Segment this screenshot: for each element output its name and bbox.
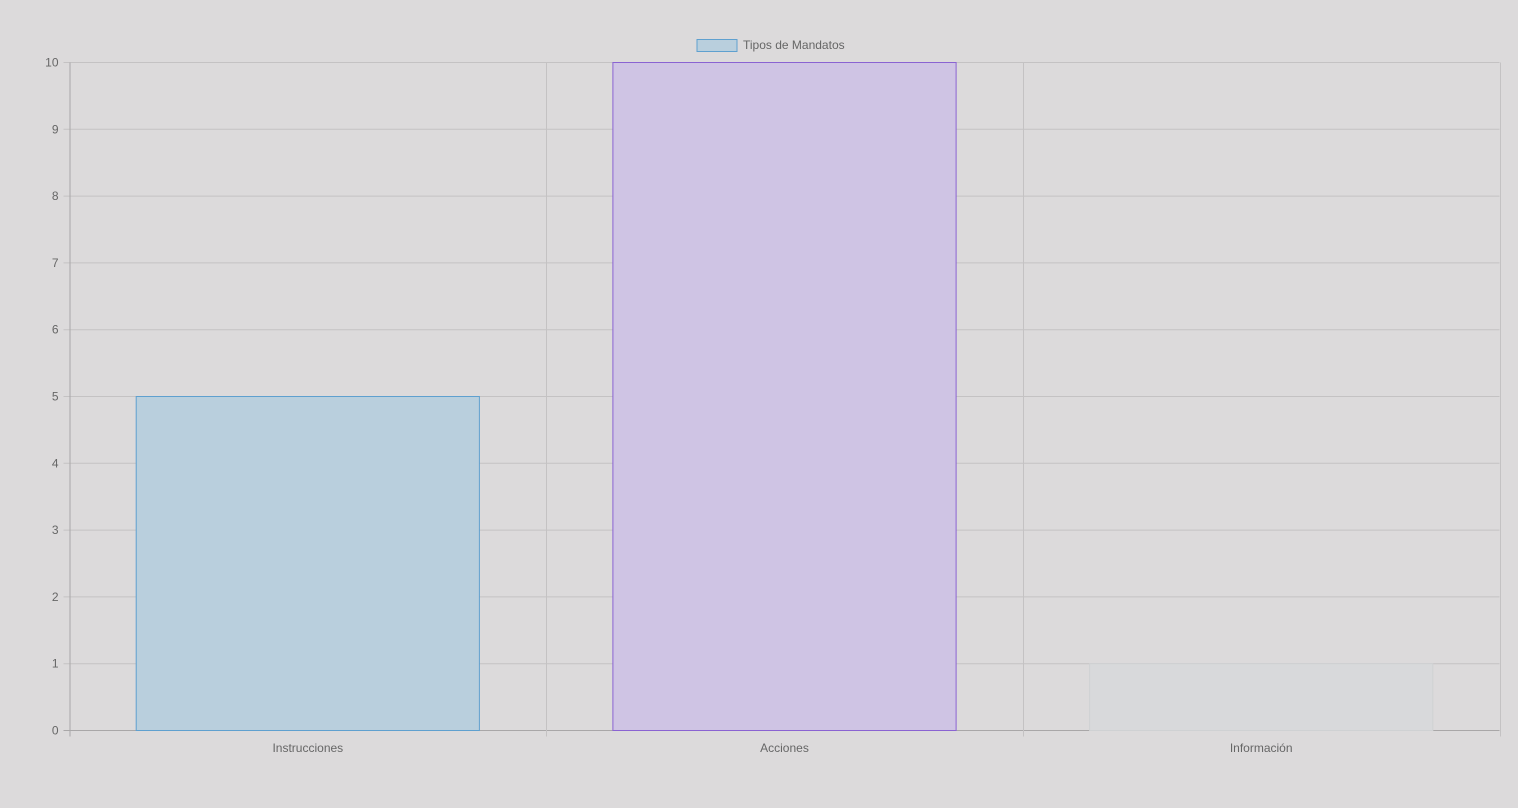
- y-tick-label: 1: [52, 657, 59, 671]
- x-tick-label: Acciones: [760, 741, 809, 755]
- y-tick-label: 3: [52, 523, 59, 537]
- legend-label: Tipos de Mandatos: [743, 38, 845, 52]
- x-axis-tick-labels: Instrucciones Acciones Información: [272, 741, 1292, 755]
- bar-instrucciones[interactable]: [135, 396, 480, 731]
- y-tick-label: 4: [52, 456, 59, 470]
- y-tick-label: 9: [52, 122, 59, 136]
- y-tick-label: 8: [52, 189, 59, 203]
- legend-swatch: [696, 39, 738, 52]
- bars: [135, 62, 1434, 732]
- y-tick-label: 0: [52, 724, 59, 738]
- x-tick-label: Información: [1230, 741, 1293, 755]
- y-tick-label: 10: [45, 56, 59, 70]
- y-axis-tick-labels: 0 1 2 3 4 5 6 7 8 9 10: [45, 56, 59, 738]
- chart-legend[interactable]: Tipos de Mandatos: [696, 38, 845, 52]
- y-tick-label: 7: [52, 256, 59, 270]
- y-tick-label: 5: [52, 390, 59, 404]
- bar-informacion[interactable]: [1089, 663, 1434, 732]
- y-tick-label: 2: [52, 590, 59, 604]
- y-tick-label: 6: [52, 323, 59, 337]
- x-tick-label: Instrucciones: [272, 741, 343, 755]
- bar-acciones[interactable]: [612, 62, 957, 731]
